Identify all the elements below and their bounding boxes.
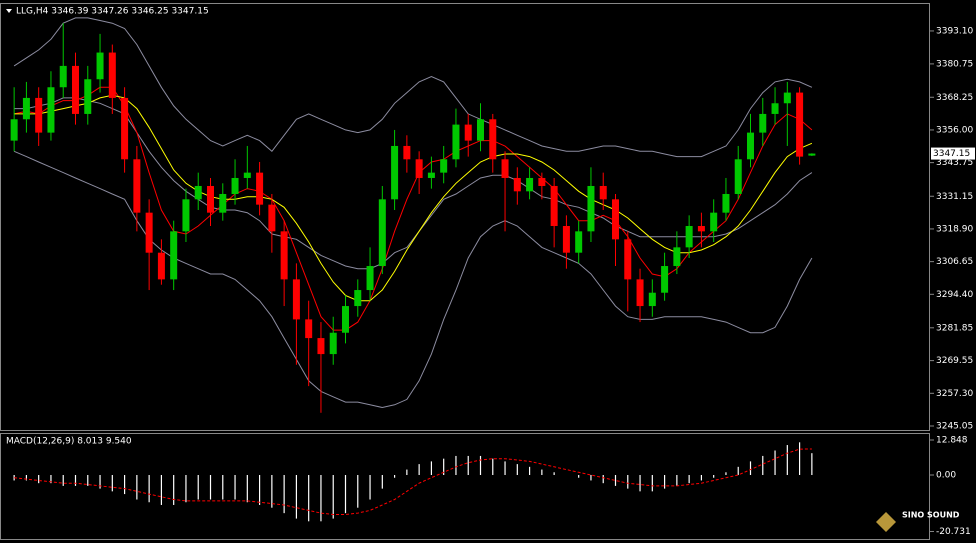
main-pane <box>0 3 930 431</box>
candle-body <box>636 279 644 307</box>
candle-body <box>47 87 55 133</box>
candle-body <box>808 153 816 156</box>
candle-body <box>747 132 754 160</box>
candle-body <box>464 124 472 141</box>
candle-body <box>526 177 534 192</box>
candle-body <box>501 159 509 178</box>
candle-body <box>477 119 484 141</box>
y-tick-label: 3356.00 <box>936 125 973 135</box>
candle-body <box>219 193 227 213</box>
candle-body <box>648 292 656 307</box>
y-tick-label: 3331.15 <box>936 192 973 202</box>
candle-body <box>157 252 165 280</box>
candle-body <box>612 199 619 240</box>
y-tick-label: 3318.90 <box>936 224 973 234</box>
y-tick-label: 3368.25 <box>936 93 973 103</box>
current-price: 3347.15 <box>933 149 970 159</box>
candle-body <box>35 97 43 133</box>
candle-body <box>403 145 411 160</box>
candle-body <box>96 52 104 80</box>
candle-body <box>10 119 18 141</box>
candle-body <box>329 332 337 355</box>
macd-title: MACD(12,26,9) 8.013 9.540 <box>6 437 132 447</box>
candle-body <box>59 65 67 88</box>
y-tick-label: 3269.55 <box>936 356 973 366</box>
candle-body <box>121 97 129 160</box>
candle-body <box>194 185 202 200</box>
y-tick-label: 3294.40 <box>936 290 973 300</box>
price-tag-bg <box>931 147 975 160</box>
watermark: SINO SOUND <box>902 511 960 520</box>
candle-body <box>84 79 92 114</box>
y-tick-label: 0.00 <box>936 471 956 481</box>
candle-body <box>182 199 190 232</box>
candle-body <box>550 185 558 227</box>
y-tick-label: 3343.75 <box>936 158 973 168</box>
candle-body <box>354 290 362 307</box>
candle-body <box>292 279 300 320</box>
candle-body <box>587 185 595 232</box>
candle-body <box>722 193 730 213</box>
candle-body <box>710 212 718 232</box>
candle-body <box>562 226 570 253</box>
candle-body <box>440 159 448 173</box>
candle-body <box>796 92 804 157</box>
candle-body <box>268 204 276 232</box>
candle-body <box>207 185 214 213</box>
y-tick-label: 12.848 <box>936 436 968 446</box>
candle-body <box>771 103 779 114</box>
candle-body <box>72 65 79 114</box>
candle-body <box>133 159 141 213</box>
candle-body <box>661 266 669 293</box>
candle-body <box>685 226 693 248</box>
candle-body <box>317 338 325 355</box>
candle-body <box>305 319 313 339</box>
y-tick-label: 3380.75 <box>936 59 973 69</box>
candle-body <box>280 231 288 280</box>
candle-body <box>783 92 791 104</box>
candle-body <box>243 172 251 178</box>
candle-body <box>734 159 742 194</box>
y-tick-label: 3306.65 <box>936 257 973 267</box>
y-tick-label: 3281.85 <box>936 323 973 333</box>
candle-body <box>145 212 153 253</box>
menu-arrow <box>6 9 12 13</box>
candle-body <box>427 172 435 178</box>
chart-title: LLG,H4 3346.39 3347.26 3346.25 3347.15 <box>16 7 209 17</box>
signal-line <box>14 448 812 515</box>
candle-body <box>673 247 681 267</box>
y-tick-label: 3257.30 <box>936 389 973 399</box>
candle-body <box>378 199 386 267</box>
candle-body <box>513 177 521 192</box>
candle-body <box>759 113 767 133</box>
candle-body <box>342 306 349 333</box>
candle-body <box>599 185 607 200</box>
candle-body <box>415 159 423 178</box>
macd-pane <box>0 433 930 540</box>
indicator-line <box>13 17 813 158</box>
y-tick-label: 3245.05 <box>936 421 973 431</box>
candle-body <box>231 177 239 194</box>
candle-body <box>256 172 264 205</box>
candle-body <box>575 231 583 253</box>
candle-body <box>489 119 497 160</box>
indicator-line <box>14 97 813 270</box>
logo <box>876 512 896 532</box>
y-tick-label: -20.731 <box>936 527 971 537</box>
candle-body <box>391 145 399 200</box>
candle-body <box>538 177 546 186</box>
y-tick-label: 3393.10 <box>936 26 973 36</box>
candle-body <box>624 239 632 280</box>
candle-body <box>108 52 116 98</box>
candle-body <box>697 226 705 232</box>
candle-body <box>452 124 460 160</box>
indicator-line <box>13 86 813 331</box>
candle-body <box>170 231 178 280</box>
candle-body <box>22 97 30 120</box>
candle-body <box>366 266 374 291</box>
